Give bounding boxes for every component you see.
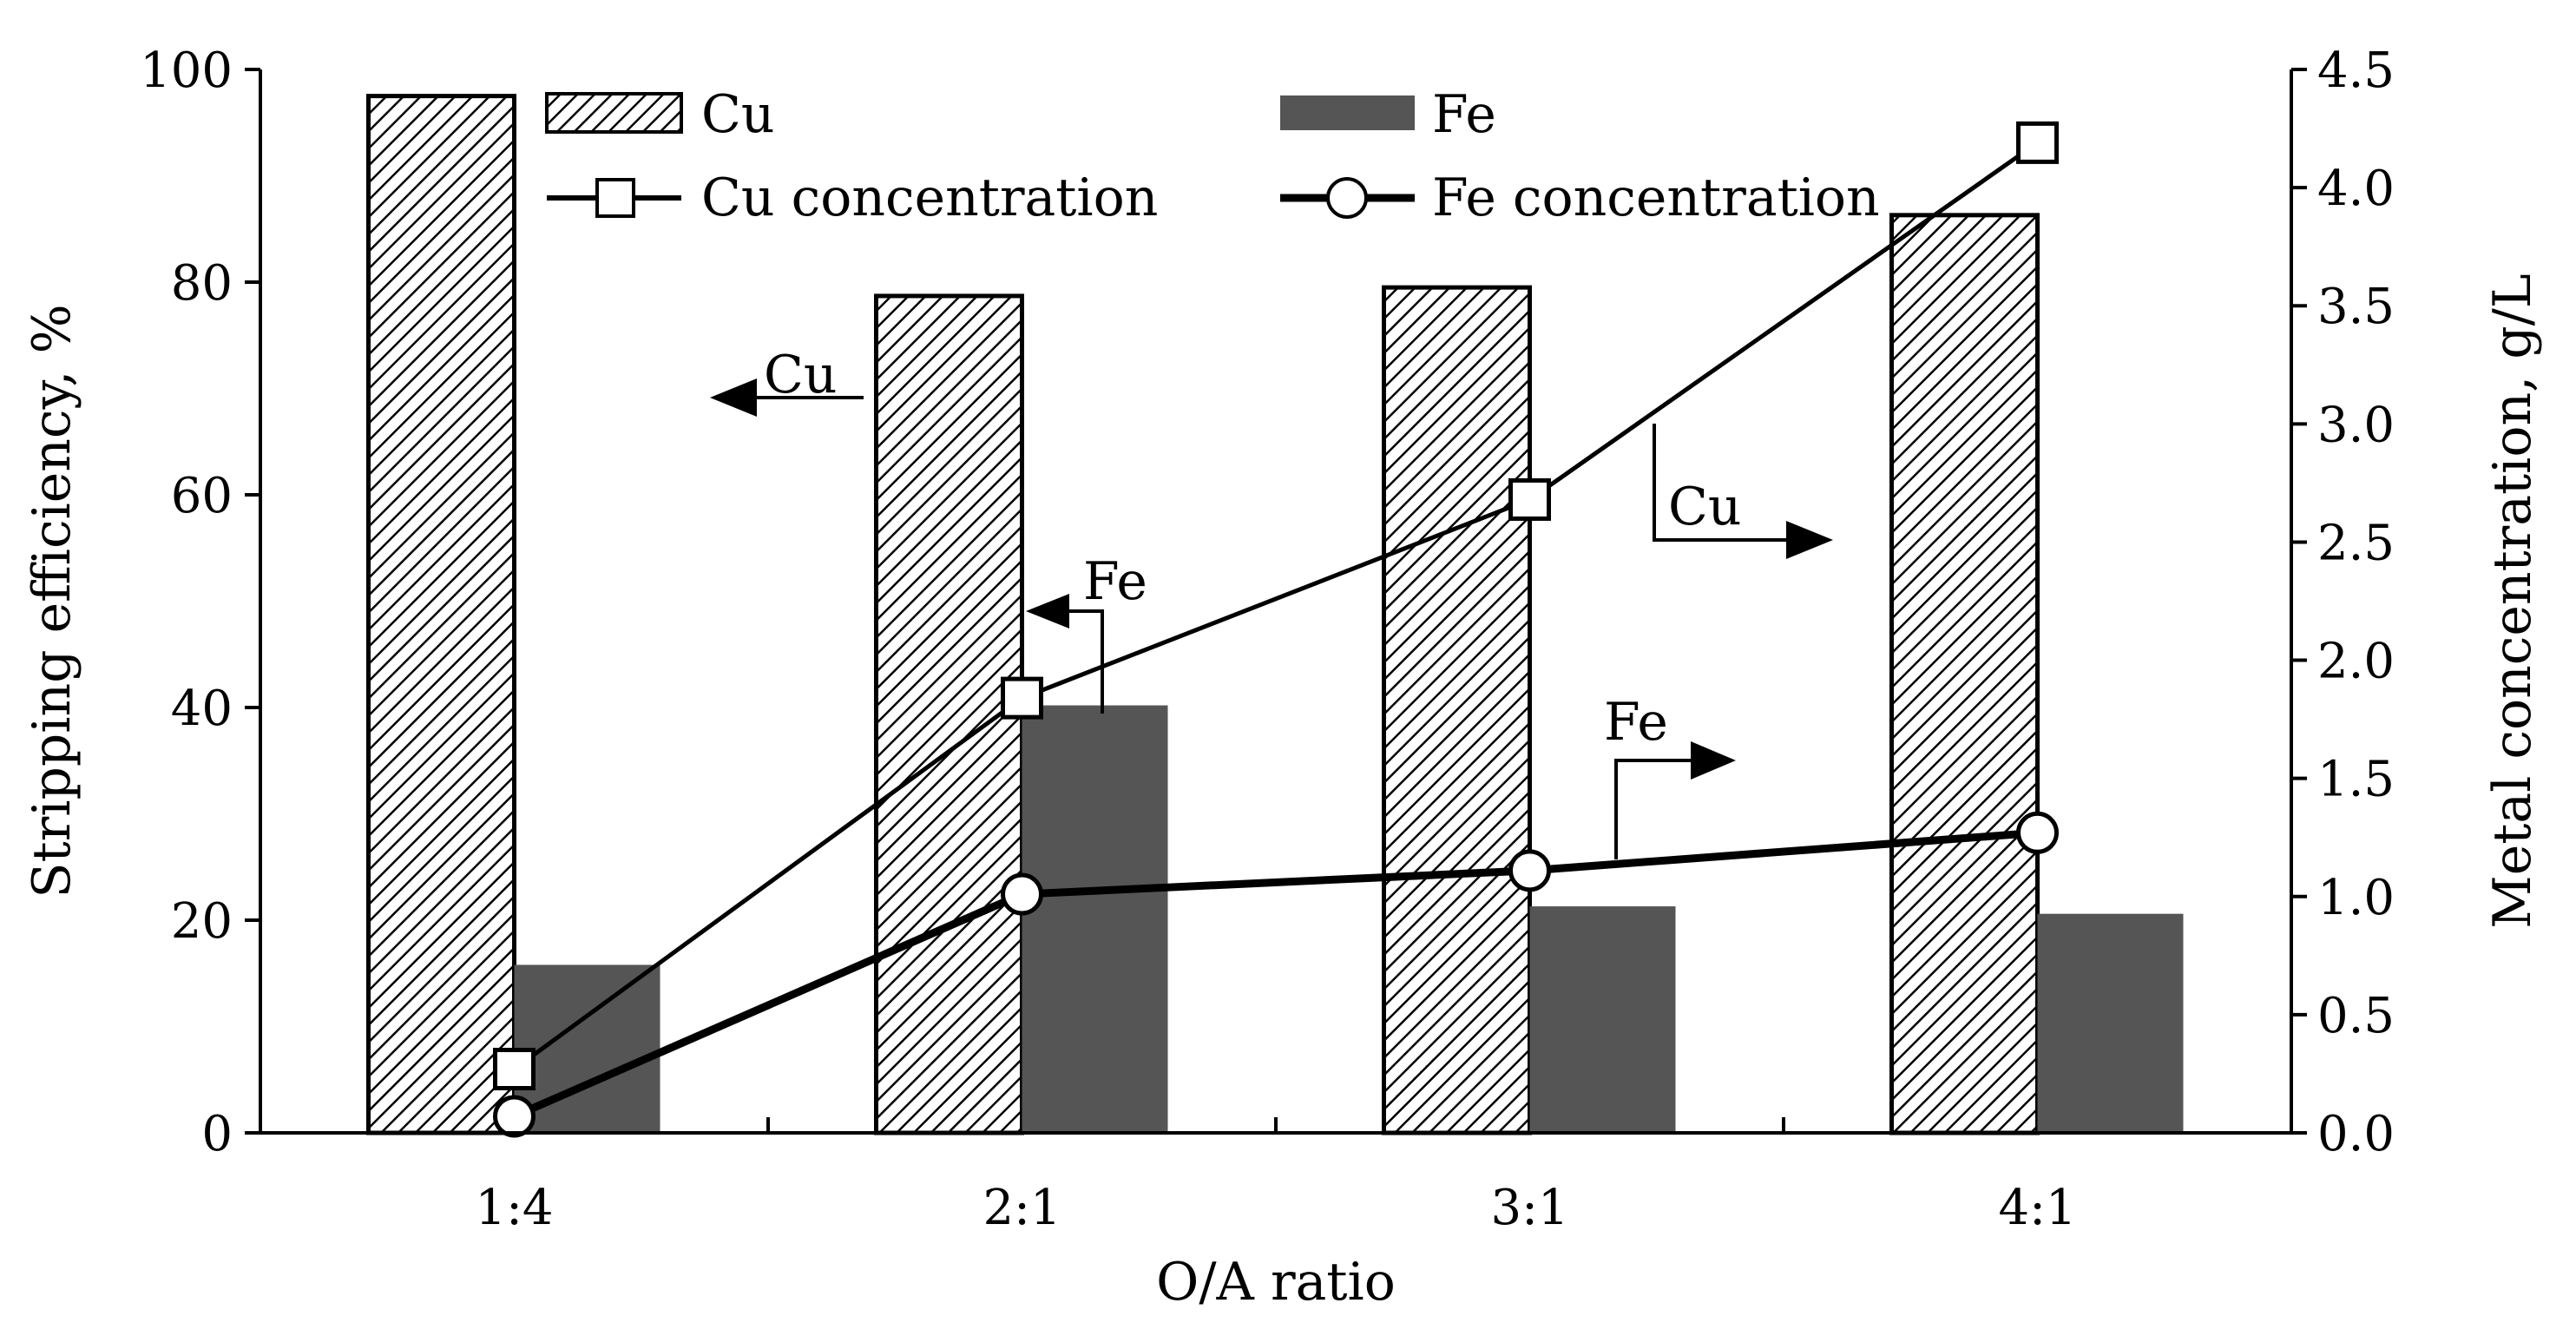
annotation-arrow-fe-right bbox=[1614, 759, 1694, 859]
annotation-arrow-cu-right bbox=[1653, 424, 1788, 542]
axes: 0 20 40 60 80 100 0.0 0.5 1.0 1.5 2.0 2.5 3.0 3.5 4.0 4… bbox=[140, 43, 2395, 1236]
y-tick-label: 40 bbox=[171, 681, 233, 737]
point-cu-concentration-4-1 bbox=[2016, 121, 2059, 164]
legend-swatch-fe bbox=[1280, 95, 1415, 130]
x-tick-label: 2:1 bbox=[982, 1180, 1061, 1236]
bar-cu-3-1 bbox=[1382, 285, 1532, 1135]
annotation-arrowhead-cu-right bbox=[1786, 521, 1833, 559]
y2-tick-label: 2.5 bbox=[2317, 515, 2395, 571]
x-tick-label: 1:4 bbox=[475, 1180, 553, 1236]
annotation-cu-right-axis: Cu bbox=[1668, 477, 1742, 537]
point-fe-concentration-1-4 bbox=[493, 1095, 536, 1138]
annotation-fe-right-axis: Fe bbox=[1604, 692, 1668, 753]
annotation-arrowhead-cu-left bbox=[710, 378, 757, 417]
y-tick-label: 100 bbox=[140, 43, 233, 99]
y2-tick-label: 1.0 bbox=[2317, 870, 2395, 926]
bar-cu-4-1 bbox=[1889, 213, 2040, 1135]
legend-label-fe: Fe bbox=[1432, 84, 1496, 145]
y2-tick-label: 0.0 bbox=[2317, 1106, 2395, 1162]
bar-fe-3-1 bbox=[1529, 906, 1676, 1133]
y2-tick-label: 3.5 bbox=[2317, 279, 2395, 335]
y2-tick-label: 3.0 bbox=[2317, 397, 2395, 453]
line-fe-concentration bbox=[512, 828, 2038, 1121]
legend-label-fe-concentration: Fe concentration bbox=[1432, 168, 1880, 228]
legend: Cu Fe Cu concentration Fe concentration bbox=[545, 84, 1880, 228]
bar-fe-2-1 bbox=[1022, 705, 1168, 1133]
point-cu-concentration-2-1 bbox=[1001, 676, 1043, 720]
annotations: Cu Fe Cu Fe bbox=[710, 345, 1833, 859]
y-tick-label: 80 bbox=[171, 255, 233, 312]
y-tick-label: 20 bbox=[171, 893, 233, 950]
annotation-arrowhead-fe-right bbox=[1691, 741, 1736, 780]
annotation-arrow-fe-left bbox=[1059, 609, 1104, 714]
point-fe-concentration-4-1 bbox=[2016, 811, 2059, 854]
y2-tick-label: 0.5 bbox=[2317, 988, 2395, 1044]
y2-tick-label: 2.0 bbox=[2317, 634, 2395, 690]
point-fe-concentration-2-1 bbox=[1001, 872, 1043, 916]
annotation-cu-left-axis: Cu bbox=[764, 345, 838, 405]
annotation-fe-left-axis: Fe bbox=[1083, 551, 1147, 612]
y-tick-label: 60 bbox=[171, 468, 233, 524]
point-cu-concentration-1-4 bbox=[493, 1048, 536, 1090]
legend-label-cu-concentration: Cu concentration bbox=[701, 168, 1158, 228]
bar-cu-1-4 bbox=[366, 94, 516, 1135]
legend-swatch-cu bbox=[545, 92, 683, 134]
y2-axis-title: Metal concentration, g/L bbox=[2482, 273, 2543, 928]
lines bbox=[493, 121, 2059, 1138]
x-tick-label: 4:1 bbox=[1998, 1180, 2076, 1236]
y-tick-label: 0 bbox=[201, 1106, 233, 1162]
point-fe-concentration-3-1 bbox=[1508, 849, 1551, 892]
y-axis-title: Stripping efficiency, % bbox=[22, 304, 82, 898]
x-tick-label: 3:1 bbox=[1490, 1180, 1568, 1236]
bar-fe-4-1 bbox=[2037, 913, 2184, 1133]
legend-marker-square bbox=[595, 178, 635, 218]
legend-marker-circle bbox=[1326, 177, 1368, 219]
y2-tick-label: 1.5 bbox=[2317, 752, 2395, 808]
point-cu-concentration-3-1 bbox=[1508, 477, 1551, 521]
y2-tick-label: 4.5 bbox=[2317, 43, 2395, 99]
y2-tick-label: 4.0 bbox=[2317, 161, 2395, 217]
line-cu-concentration bbox=[513, 141, 2039, 1071]
legend-label-cu: Cu bbox=[701, 84, 775, 145]
annotation-arrowhead-fe-left bbox=[1026, 594, 1069, 629]
x-axis-title: O/A ratio bbox=[1156, 1252, 1396, 1313]
